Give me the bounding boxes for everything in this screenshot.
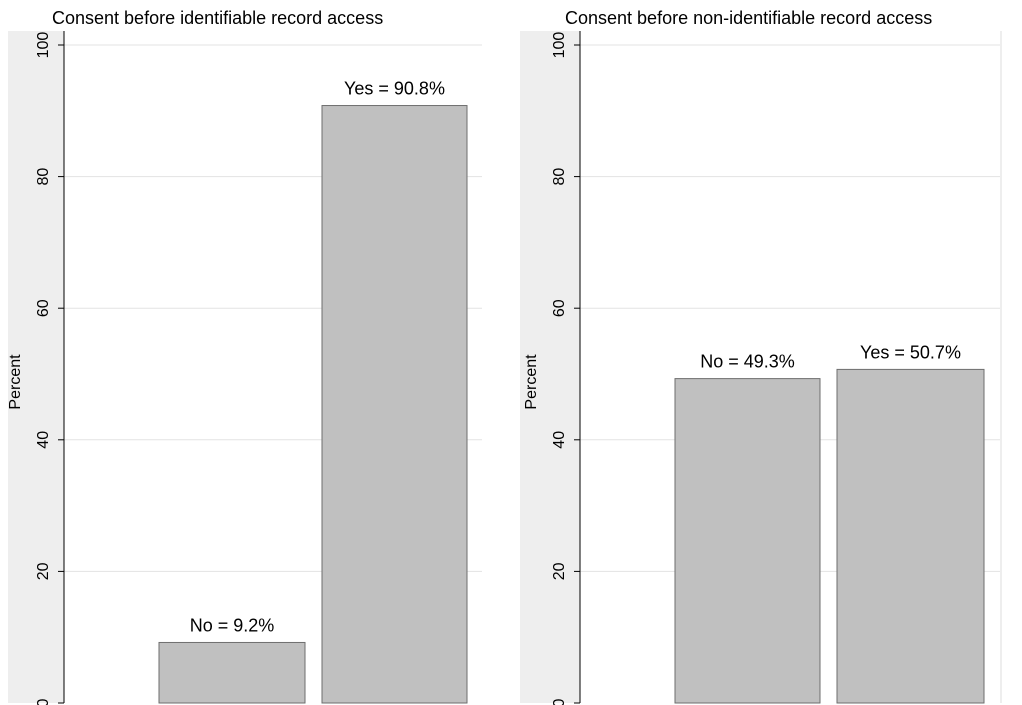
panel-2-y-tick-label-60: 60 [551, 299, 568, 317]
panel-1-y-tick-label-0: 0 [35, 698, 52, 705]
panel-2-bar-yes [836, 368, 985, 704]
panel-1-bar-no [158, 641, 306, 704]
panel-1-y-tick-label-20: 20 [35, 562, 52, 580]
panel-1-data-label-no: No = 9.2% [190, 615, 275, 635]
panel-2-bar-no [674, 378, 821, 704]
panel-1-data-label-yes: Yes = 90.8% [344, 79, 445, 99]
panel-1-y-tick-label-100: 100 [35, 32, 52, 59]
panel-1-y-tick-label-80: 80 [35, 168, 52, 186]
panel-2-y-tick-label-0: 0 [551, 698, 568, 705]
panel-2: 0 20 40 60 80 100 Percent Consent before non-id… [520, 8, 1002, 705]
panel-2-y-tick-label-40: 40 [551, 431, 568, 449]
panel-1-y-axis-title: Percent [7, 354, 24, 410]
panel-2-y-tick-label-100: 100 [551, 32, 568, 59]
panel-2-data-label-no: No = 49.3% [700, 352, 795, 372]
panel-1-title: Consent before identifiable record acces… [52, 8, 383, 28]
panel-1: 0 20 40 60 80 100 Percent Consent before identi… [7, 8, 482, 705]
panel-2-title: Consent before non-identifiable record a… [565, 8, 932, 28]
panel-2-y-tick-label-20: 20 [551, 562, 568, 580]
panel-1-y-tick-label-60: 60 [35, 299, 52, 317]
panel-1-y-tick-label-40: 40 [35, 431, 52, 449]
panel-2-y-tick-label-80: 80 [551, 168, 568, 186]
panel-1-bar-yes [321, 105, 468, 704]
panel-2-data-label-yes: Yes = 50.7% [860, 342, 961, 362]
panel-2-y-axis-title: Percent [523, 354, 540, 410]
